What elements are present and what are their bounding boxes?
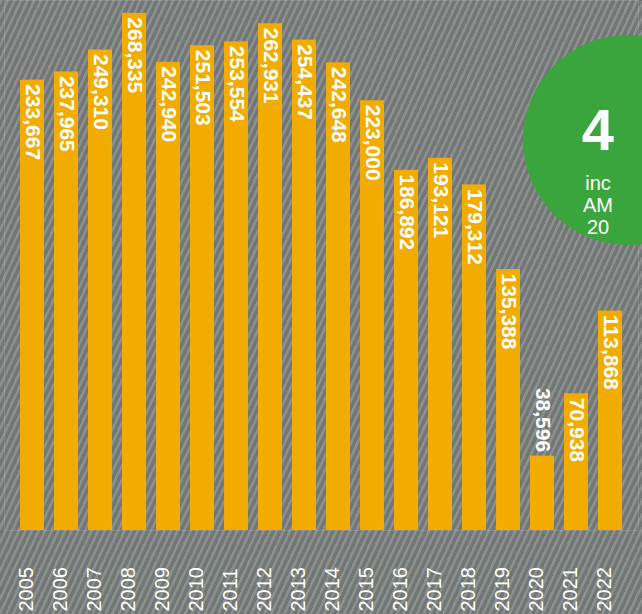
svg-text:135,388: 135,388	[498, 274, 521, 350]
svg-text:2022: 2022	[593, 567, 615, 612]
svg-text:2008: 2008	[117, 567, 139, 612]
svg-text:2007: 2007	[83, 567, 105, 612]
svg-text:223,000: 223,000	[362, 105, 385, 181]
svg-text:20: 20	[587, 216, 609, 238]
svg-text:179,312: 179,312	[464, 189, 487, 265]
svg-text:249,310: 249,310	[90, 54, 113, 130]
svg-text:237,965: 237,965	[56, 76, 79, 152]
svg-text:2012: 2012	[253, 567, 275, 612]
svg-text:4: 4	[582, 97, 614, 162]
svg-text:242,648: 242,648	[328, 67, 351, 143]
svg-text:2018: 2018	[457, 567, 479, 612]
svg-text:254,437: 254,437	[294, 44, 317, 120]
svg-text:2013: 2013	[287, 567, 309, 612]
svg-text:38,596: 38,596	[532, 388, 555, 452]
svg-text:2019: 2019	[491, 567, 513, 612]
svg-text:242,940: 242,940	[158, 66, 181, 142]
svg-text:AM: AM	[583, 194, 613, 216]
svg-text:251,503: 251,503	[192, 50, 215, 126]
svg-text:2006: 2006	[49, 567, 71, 612]
svg-text:186,892: 186,892	[396, 174, 419, 250]
svg-text:70,938: 70,938	[566, 398, 589, 463]
svg-text:2016: 2016	[389, 567, 411, 612]
svg-text:2011: 2011	[219, 568, 241, 611]
svg-text:2021: 2021	[559, 567, 581, 612]
svg-text:253,554: 253,554	[226, 46, 249, 122]
svg-text:233,667: 233,667	[22, 84, 45, 160]
svg-text:113,868: 113,868	[600, 315, 623, 390]
svg-text:193,121: 193,121	[430, 162, 453, 238]
svg-text:2014: 2014	[321, 567, 343, 612]
svg-text:2005: 2005	[15, 567, 37, 612]
svg-text:2017: 2017	[423, 567, 445, 612]
svg-text:2010: 2010	[185, 567, 207, 612]
svg-text:268,335: 268,335	[124, 17, 147, 93]
svg-text:2020: 2020	[525, 567, 547, 612]
svg-text:2015: 2015	[355, 567, 377, 612]
svg-text:262,931: 262,931	[260, 28, 283, 104]
svg-text:inc: inc	[585, 172, 611, 194]
svg-text:2009: 2009	[151, 567, 173, 612]
